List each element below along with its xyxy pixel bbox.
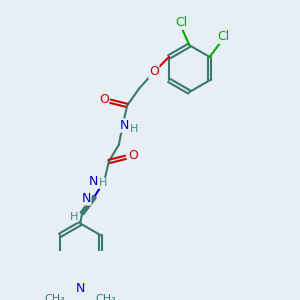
Text: CH₃: CH₃ bbox=[45, 294, 66, 300]
Text: CH₃: CH₃ bbox=[95, 294, 116, 300]
Text: O: O bbox=[99, 93, 109, 106]
Text: O: O bbox=[149, 65, 159, 79]
Text: H: H bbox=[99, 178, 107, 188]
Text: H: H bbox=[130, 124, 138, 134]
Text: N: N bbox=[89, 175, 98, 188]
Text: Cl: Cl bbox=[218, 30, 230, 43]
Text: N: N bbox=[76, 282, 85, 295]
Text: N: N bbox=[120, 119, 129, 132]
Text: H: H bbox=[69, 212, 78, 222]
Text: O: O bbox=[128, 149, 138, 162]
Text: N: N bbox=[82, 192, 91, 205]
Text: Cl: Cl bbox=[175, 16, 187, 29]
